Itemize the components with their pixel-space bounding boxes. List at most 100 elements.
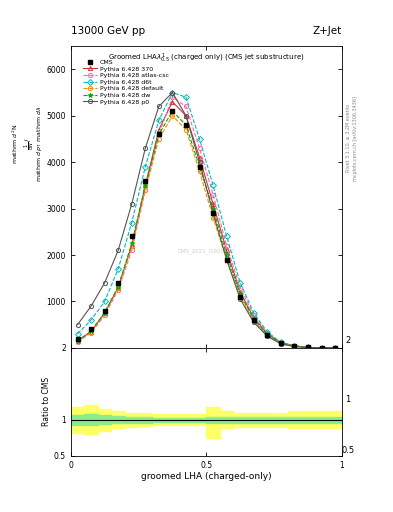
Pythia 6.428 atlas-csc — [333, 345, 338, 351]
Line: Pythia 6.428 atlas-csc: Pythia 6.428 atlas-csc — [75, 95, 337, 350]
CMS — [252, 317, 256, 323]
Pythia 6.428 p0 — [170, 90, 175, 96]
Pythia 6.428 p0 — [279, 341, 283, 347]
Pythia 6.428 p0 — [156, 103, 161, 110]
Pythia 6.428 dw — [75, 338, 80, 344]
Pythia 6.428 370 — [224, 247, 229, 253]
Text: CMS_2021_I1920187: CMS_2021_I1920187 — [178, 248, 235, 254]
Pythia 6.428 370 — [265, 331, 270, 337]
Pythia 6.428 dw — [306, 345, 310, 351]
Pythia 6.428 default — [211, 215, 215, 221]
Pythia 6.428 default — [252, 318, 256, 324]
Pythia 6.428 default — [156, 136, 161, 142]
CMS — [75, 335, 80, 342]
Text: mcplots.cern.ch [arXiv:1306.3436]: mcplots.cern.ch [arXiv:1306.3436] — [353, 96, 358, 181]
Pythia 6.428 atlas-csc — [143, 187, 148, 193]
Pythia 6.428 370 — [184, 113, 188, 119]
Pythia 6.428 default — [116, 285, 121, 291]
CMS — [211, 210, 215, 216]
Text: $\frac{1}{\mathrm{d}N}\,/\,$: $\frac{1}{\mathrm{d}N}\,/\,$ — [22, 137, 37, 150]
Pythia 6.428 d6t — [89, 317, 94, 323]
CMS — [197, 164, 202, 170]
CMS — [265, 332, 270, 338]
Pythia 6.428 370 — [170, 99, 175, 105]
Pythia 6.428 d6t — [265, 329, 270, 335]
Pythia 6.428 default — [238, 294, 242, 300]
Pythia 6.428 dw — [143, 182, 148, 188]
Pythia 6.428 d6t — [102, 298, 107, 305]
Pythia 6.428 p0 — [184, 113, 188, 119]
Text: mathrm $d\,p_\mathrm{T}$ mathrm $d\lambda$: mathrm $d\,p_\mathrm{T}$ mathrm $d\lambd… — [35, 105, 44, 182]
Pythia 6.428 dw — [333, 345, 338, 351]
Line: Pythia 6.428 d6t: Pythia 6.428 d6t — [75, 91, 337, 350]
Pythia 6.428 d6t — [156, 117, 161, 123]
Pythia 6.428 370 — [211, 201, 215, 207]
Pythia 6.428 p0 — [319, 345, 324, 351]
Pythia 6.428 dw — [197, 164, 202, 170]
Pythia 6.428 370 — [116, 285, 121, 291]
Pythia 6.428 d6t — [116, 266, 121, 272]
Pythia 6.428 d6t — [238, 280, 242, 286]
Pythia 6.428 370 — [306, 345, 310, 351]
Pythia 6.428 p0 — [129, 201, 134, 207]
Pythia 6.428 370 — [75, 338, 80, 344]
Pythia 6.428 dw — [129, 240, 134, 246]
Pythia 6.428 atlas-csc — [75, 339, 80, 345]
Pythia 6.428 dw — [116, 284, 121, 290]
Pythia 6.428 atlas-csc — [319, 345, 324, 351]
Pythia 6.428 atlas-csc — [306, 344, 310, 350]
Pythia 6.428 p0 — [238, 296, 242, 302]
Pythia 6.428 370 — [197, 155, 202, 161]
Pythia 6.428 p0 — [116, 247, 121, 253]
Text: Groomed LHA$\lambda^1_{0.5}$ (charged only) (CMS jet substructure): Groomed LHA$\lambda^1_{0.5}$ (charged on… — [108, 52, 305, 66]
Pythia 6.428 d6t — [252, 310, 256, 316]
Pythia 6.428 370 — [129, 243, 134, 249]
Pythia 6.428 default — [306, 345, 310, 351]
Pythia 6.428 d6t — [306, 344, 310, 350]
CMS — [102, 308, 107, 314]
Y-axis label: Ratio to CMS: Ratio to CMS — [42, 377, 51, 426]
Pythia 6.428 atlas-csc — [292, 343, 297, 349]
Pythia 6.428 default — [265, 332, 270, 338]
Pythia 6.428 p0 — [75, 322, 80, 328]
Pythia 6.428 atlas-csc — [102, 312, 107, 318]
Pythia 6.428 dw — [238, 291, 242, 297]
Pythia 6.428 p0 — [211, 210, 215, 216]
CMS — [319, 345, 324, 351]
Pythia 6.428 p0 — [143, 145, 148, 152]
Pythia 6.428 default — [143, 187, 148, 193]
Pythia 6.428 370 — [292, 343, 297, 349]
Pythia 6.428 d6t — [333, 345, 338, 351]
Pythia 6.428 dw — [156, 131, 161, 137]
Pythia 6.428 d6t — [197, 136, 202, 142]
Pythia 6.428 d6t — [143, 164, 148, 170]
Text: 2: 2 — [345, 336, 351, 345]
Pythia 6.428 d6t — [319, 345, 324, 351]
Pythia 6.428 atlas-csc — [197, 145, 202, 152]
Pythia 6.428 default — [333, 345, 338, 351]
Pythia 6.428 p0 — [265, 333, 270, 339]
Pythia 6.428 370 — [279, 339, 283, 346]
Text: 1: 1 — [345, 395, 351, 404]
Line: Pythia 6.428 dw: Pythia 6.428 dw — [75, 109, 338, 350]
Pythia 6.428 atlas-csc — [238, 285, 242, 291]
Text: Z+Jet: Z+Jet — [313, 26, 342, 35]
Pythia 6.428 atlas-csc — [170, 94, 175, 100]
Pythia 6.428 d6t — [75, 331, 80, 337]
Pythia 6.428 d6t — [129, 220, 134, 226]
Pythia 6.428 370 — [102, 310, 107, 316]
Pythia 6.428 p0 — [224, 257, 229, 263]
Pythia 6.428 atlas-csc — [89, 330, 94, 336]
CMS — [184, 122, 188, 128]
Pythia 6.428 atlas-csc — [116, 287, 121, 293]
Line: Pythia 6.428 370: Pythia 6.428 370 — [75, 100, 337, 350]
CMS — [333, 345, 338, 351]
Pythia 6.428 atlas-csc — [211, 191, 215, 198]
Pythia 6.428 default — [292, 343, 297, 349]
Pythia 6.428 atlas-csc — [184, 103, 188, 110]
Pythia 6.428 d6t — [292, 343, 297, 349]
Pythia 6.428 default — [102, 310, 107, 316]
X-axis label: groomed LHA (charged-only): groomed LHA (charged-only) — [141, 472, 272, 481]
Line: Pythia 6.428 default: Pythia 6.428 default — [75, 114, 337, 350]
CMS — [224, 257, 229, 263]
